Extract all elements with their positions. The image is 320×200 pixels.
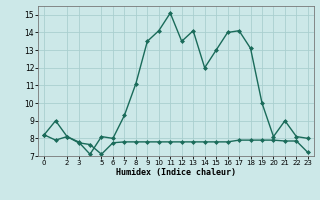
- X-axis label: Humidex (Indice chaleur): Humidex (Indice chaleur): [116, 168, 236, 177]
